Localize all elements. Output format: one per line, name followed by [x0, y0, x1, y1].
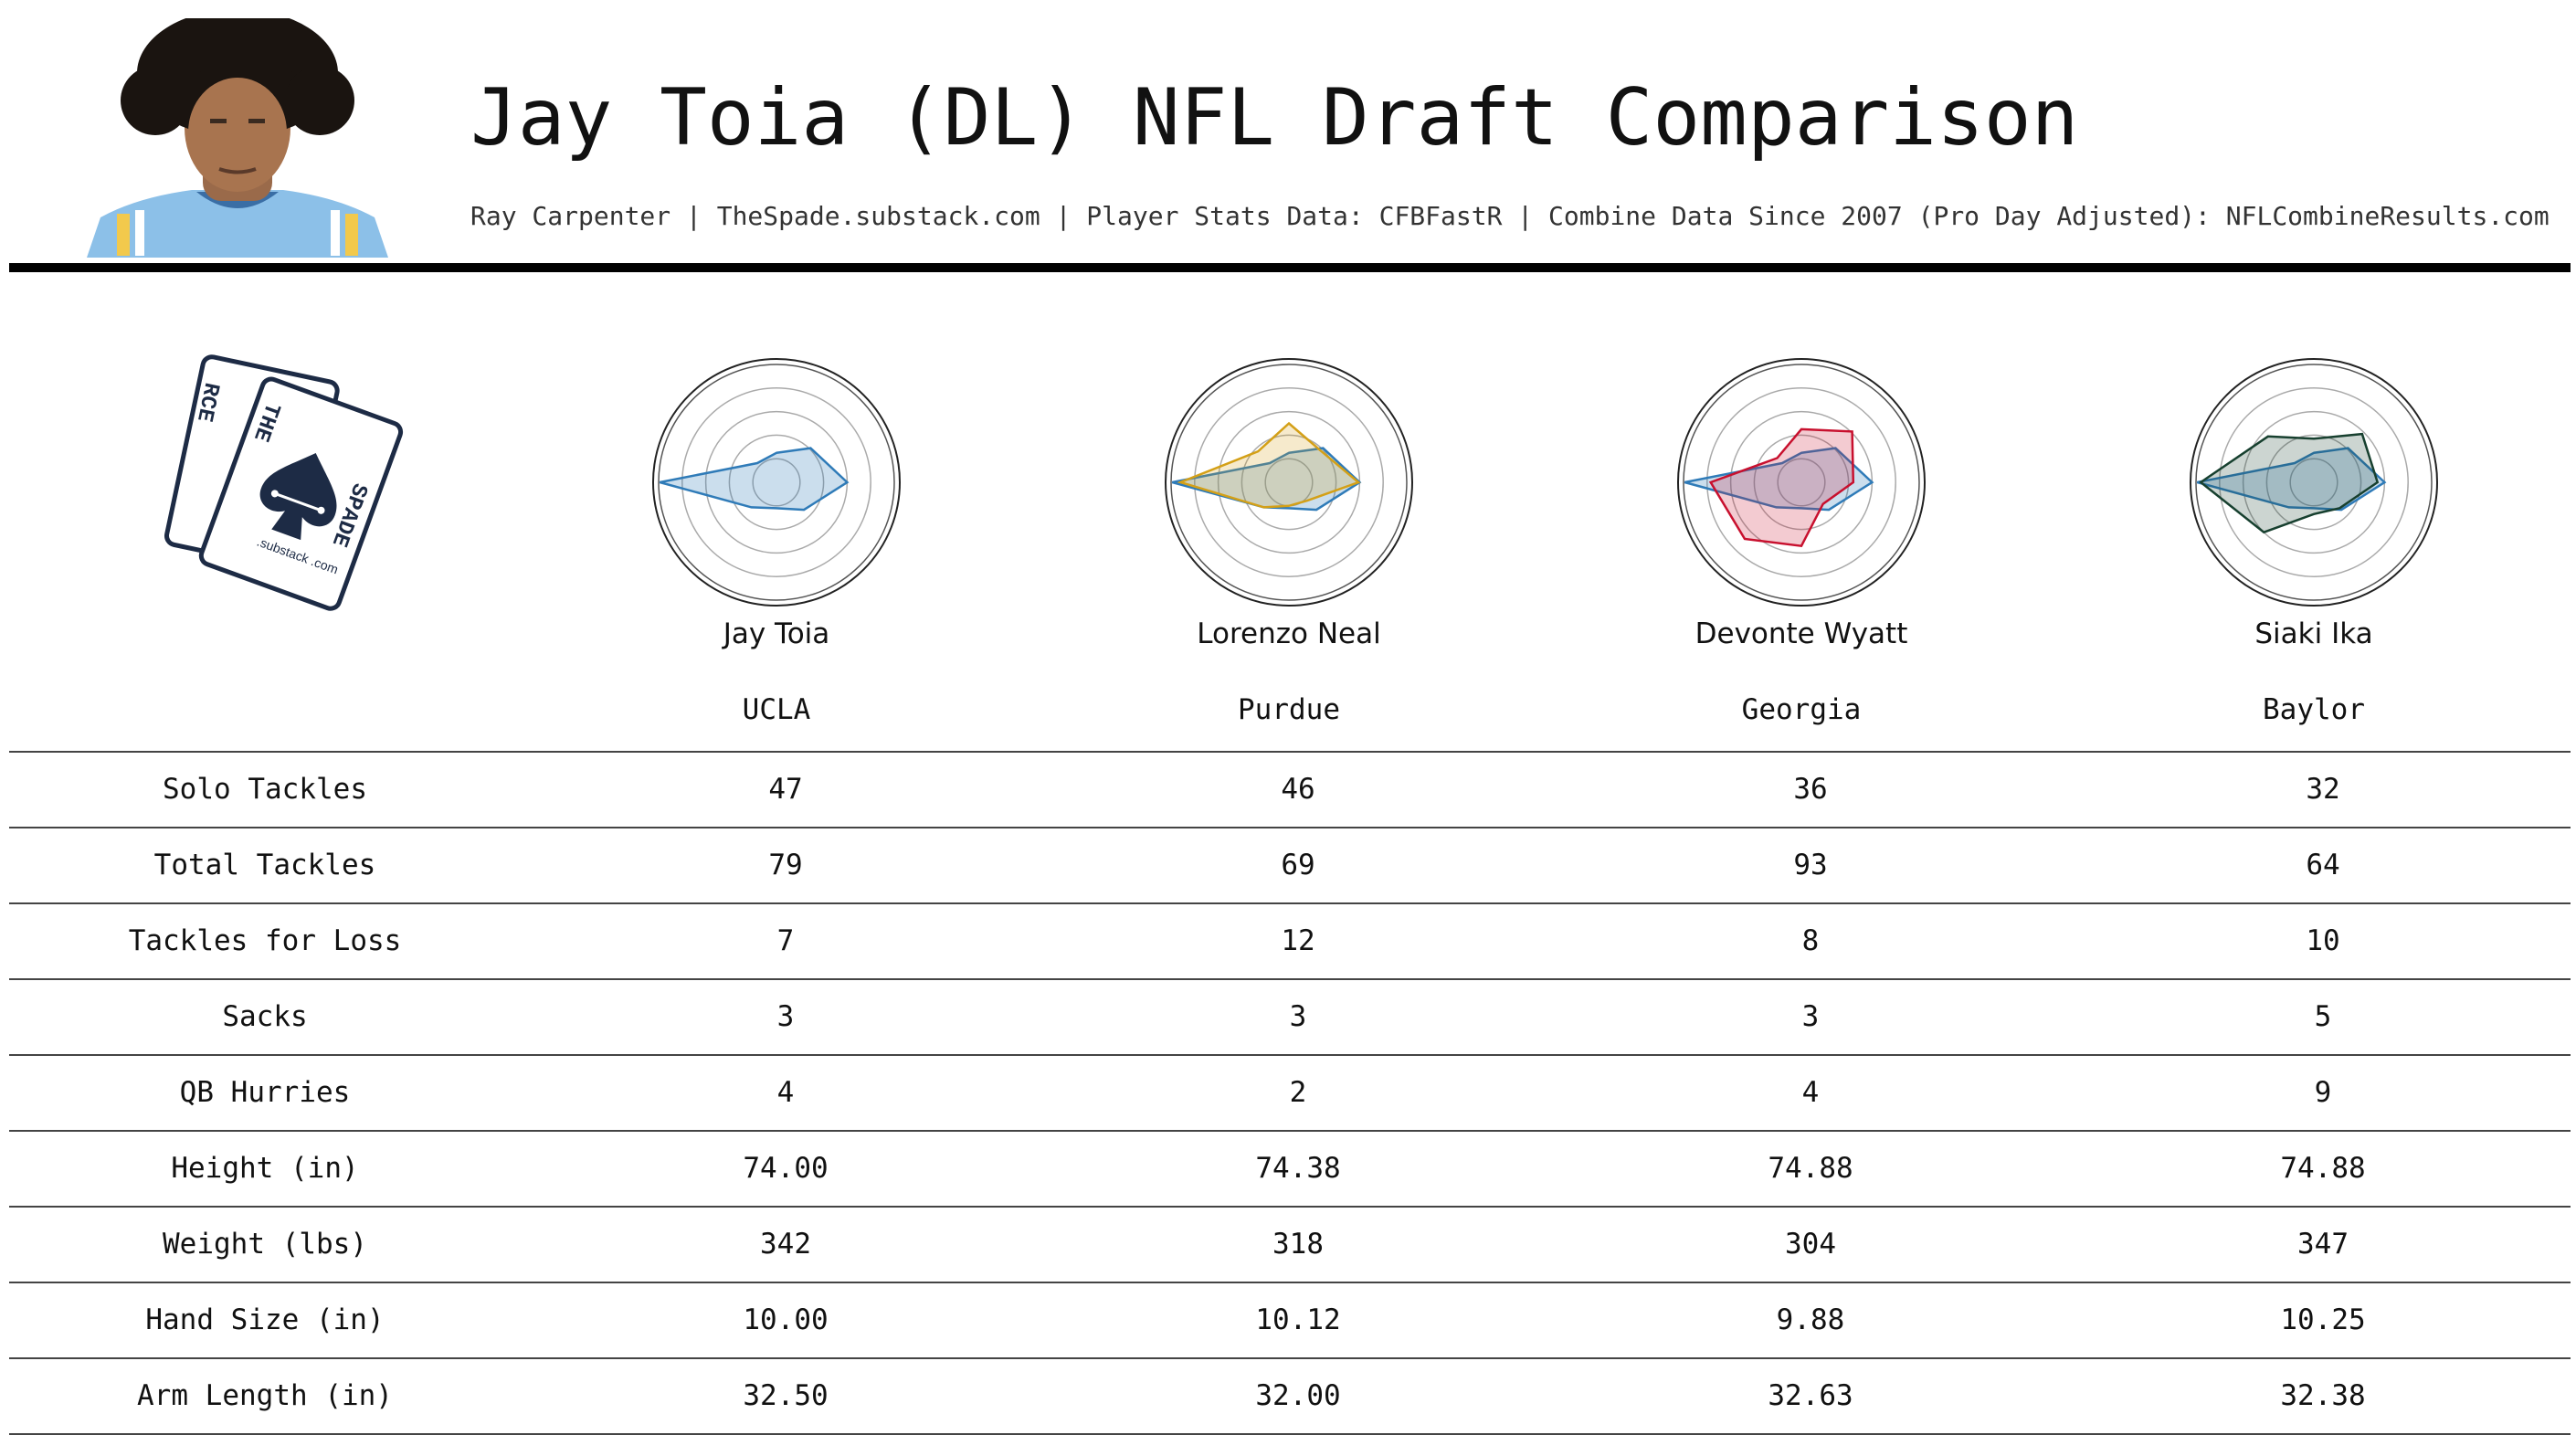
table-cell: 32.00 — [1255, 1379, 1341, 1412]
table-cell: 342 — [760, 1228, 811, 1261]
table-cell: 304 — [1785, 1228, 1836, 1261]
table-cell: 74.38 — [1255, 1152, 1341, 1185]
player-name: Siaki Ika — [2254, 617, 2373, 650]
player-school: Georgia — [1741, 693, 1862, 726]
radar-chart-lorenzo-neal — [1165, 358, 1413, 607]
player-name: Lorenzo Neal — [1197, 617, 1381, 650]
row-label: Arm Length (in) — [137, 1379, 393, 1412]
radar-series-devonte-wyatt — [1708, 427, 1855, 548]
stats-table: Solo Tackles 47 46 36 32 Total Tackles 7… — [9, 751, 2571, 1435]
table-cell: 2 — [1289, 1076, 1307, 1109]
table-row: Height (in) 74.00 74.38 74.88 74.88 — [9, 1130, 2571, 1206]
table-cell: 74.00 — [743, 1152, 829, 1185]
table-cell: 4 — [776, 1076, 795, 1109]
row-label: Height (in) — [171, 1152, 359, 1185]
table-cell: 10 — [2306, 924, 2340, 957]
table-cell: 3 — [776, 1000, 795, 1033]
player-name: Devonte Wyatt — [1694, 617, 1908, 650]
the-spade-logo: RCE THE SPADE .substack .com — [164, 354, 404, 611]
player-school: Purdue — [1238, 693, 1340, 726]
table-cell: 9 — [2314, 1076, 2332, 1109]
radar-outer-ring — [2190, 358, 2438, 607]
radar-series-siaki-ika — [2199, 432, 2380, 534]
table-row: Sacks 3 3 3 5 — [9, 978, 2571, 1054]
table-cell: 347 — [2297, 1228, 2349, 1261]
table-row: QB Hurries 4 2 4 9 — [9, 1054, 2571, 1130]
table-cell: 32.50 — [743, 1379, 829, 1412]
table-cell: 46 — [1281, 773, 1315, 806]
table-cell: 32.38 — [2280, 1379, 2366, 1412]
table-row: Total Tackles 79 69 93 64 — [9, 827, 2571, 902]
table-cell: 32 — [2306, 773, 2340, 806]
radar-grid-ring — [728, 434, 825, 531]
table-cell: 10.25 — [2280, 1303, 2366, 1336]
radar-grid-ring — [2289, 458, 2338, 507]
table-cell: 79 — [768, 849, 803, 881]
table-cell: 47 — [768, 773, 803, 806]
table-cell: 32.63 — [1768, 1379, 1853, 1412]
radar-grid-ring — [1240, 434, 1337, 531]
radar-series-lorenzo-neal — [1177, 421, 1361, 509]
radar-outer-ring — [1677, 358, 1926, 607]
row-label: Solo Tackles — [163, 773, 367, 806]
row-label: Total Tackles — [153, 849, 376, 881]
table-cell: 7 — [776, 924, 795, 957]
table-cell: 10.00 — [743, 1303, 829, 1336]
row-label: QB Hurries — [179, 1076, 351, 1109]
table-row: Tackles for Loss 7 12 8 10 — [9, 902, 2571, 978]
player-school: UCLA — [742, 693, 811, 726]
table-row: Hand Size (in) 10.00 10.12 9.88 10.25 — [9, 1282, 2571, 1357]
table-cell: 4 — [1801, 1076, 1820, 1109]
table-cell: 74.88 — [2280, 1152, 2366, 1185]
table-cell: 8 — [1801, 924, 1820, 957]
radar-outer-ring-inner — [2195, 364, 2433, 601]
radar-grid-ring — [681, 387, 871, 577]
table-cell: 10.12 — [1255, 1303, 1341, 1336]
radar-grid-ring — [1777, 458, 1826, 507]
radar-chart-devonte-wyatt — [1677, 358, 1926, 607]
radar-series-jay-toia — [659, 447, 850, 512]
page-title: Jay Toia (DL) NFL Draft Comparison — [470, 72, 2079, 164]
radar-chart-siaki-ika — [2190, 358, 2438, 607]
radar-chart-jay-toia — [652, 358, 901, 607]
table-row: Weight (lbs) 342 318 304 347 — [9, 1206, 2571, 1282]
table-cell: 64 — [2306, 849, 2340, 881]
table-cell: 69 — [1281, 849, 1315, 881]
table-cell: 5 — [2314, 1000, 2332, 1033]
radar-grid-ring — [752, 458, 801, 507]
table-cell: 9.88 — [1776, 1303, 1845, 1336]
row-label: Sacks — [222, 1000, 308, 1033]
table-cell: 318 — [1272, 1228, 1324, 1261]
row-label: Tackles for Loss — [128, 924, 402, 957]
radar-grid-ring — [2219, 387, 2409, 577]
radar-outer-ring-inner — [658, 364, 895, 601]
radar-outer-ring — [652, 358, 901, 607]
radar-grid-ring — [1194, 387, 1384, 577]
table-cell: 36 — [1793, 773, 1828, 806]
table-cell: 74.88 — [1768, 1152, 1853, 1185]
table-cell: 3 — [1801, 1000, 1820, 1033]
row-label: Hand Size (in) — [145, 1303, 385, 1336]
radar-outer-ring — [1165, 358, 1413, 607]
row-label: Weight (lbs) — [163, 1228, 367, 1261]
radar-grid-ring — [1753, 434, 1850, 531]
page-subtitle: Ray Carpenter | TheSpade.substack.com | … — [470, 201, 2550, 231]
player-school: Baylor — [2263, 693, 2365, 726]
radar-series-jay-toia — [1684, 447, 1874, 512]
table-cell: 3 — [1289, 1000, 1307, 1033]
table-cell: 93 — [1793, 849, 1828, 881]
table-cell: 12 — [1281, 924, 1315, 957]
player-name: Jay Toia — [723, 617, 830, 650]
radar-grid-ring — [2265, 434, 2362, 531]
radar-outer-ring-inner — [1683, 364, 1920, 601]
radar-grid-ring — [1706, 387, 1896, 577]
player-headshot — [87, 18, 388, 258]
header-divider — [9, 263, 2571, 272]
radar-series-jay-toia — [2196, 447, 2387, 512]
table-row: Solo Tackles 47 46 36 32 — [9, 751, 2571, 827]
radar-outer-ring-inner — [1170, 364, 1408, 601]
table-row: Arm Length (in) 32.50 32.00 32.63 32.38 — [9, 1357, 2571, 1435]
